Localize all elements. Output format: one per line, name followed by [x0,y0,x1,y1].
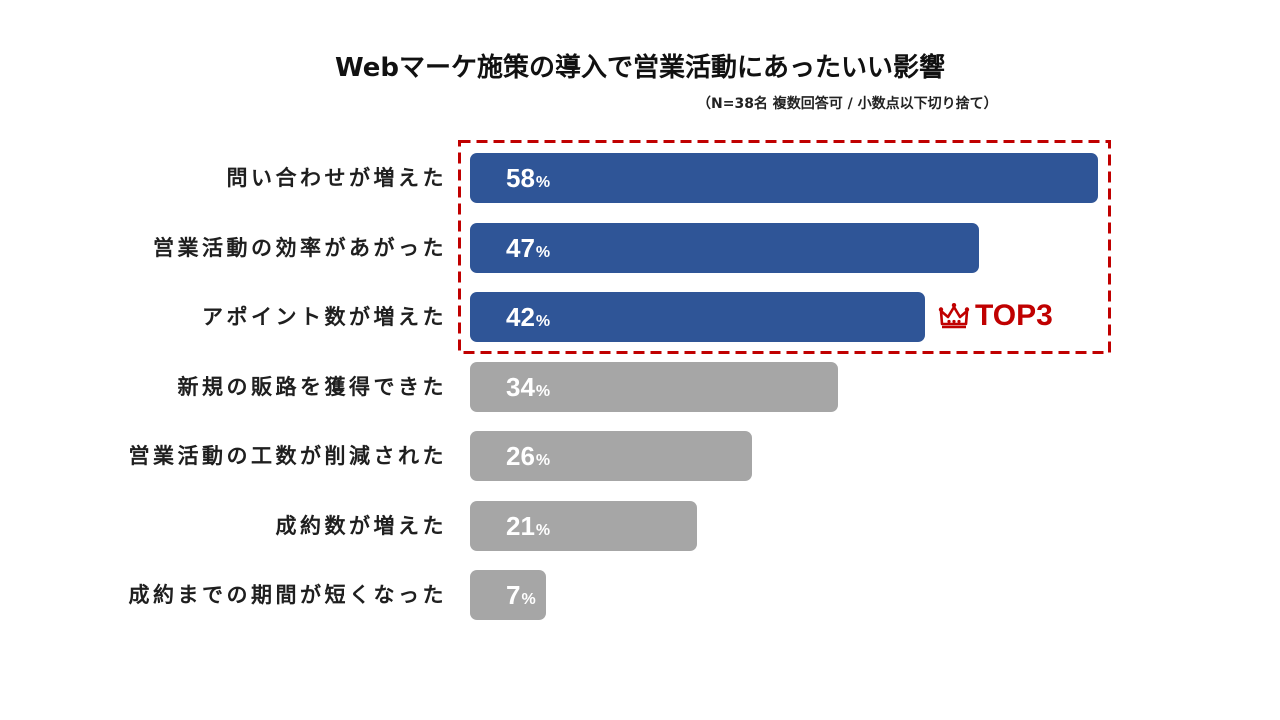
value-label: 21% [506,501,550,551]
value-unit: % [535,452,551,469]
value-unit: % [535,174,551,191]
category-label: 営業活動の効率があがった [153,235,447,260]
value-number: 58 [506,163,535,193]
category-label: 成約までの期間が短くなった [128,583,447,607]
value-unit: % [521,591,536,608]
bar [470,153,1098,203]
value-label: 42% [506,292,550,342]
value-number: 47 [506,232,535,263]
value-label: 58% [506,153,550,203]
value-label: 34% [506,362,550,412]
category-label: 新規の販路を獲得できた [177,374,447,399]
bar [470,570,546,620]
value-number: 34 [506,371,535,402]
crown-icon [938,302,970,330]
value-label: 7% [506,570,536,620]
value-number: 7 [506,580,521,610]
value-number: 26 [506,441,535,471]
category-label: 成約数が増えた [275,513,447,538]
value-number: 21 [506,510,535,541]
bar [470,500,698,551]
value-unit: % [535,382,551,400]
category-label: 営業活動の工数が削減された [128,444,447,468]
value-number: 42 [506,302,535,332]
category-label: 問い合わせが増えた [226,166,447,190]
chart-subtitle: （N=38名 複数回答可 / 小数点以下切り捨て） [697,96,998,112]
bar [470,431,752,481]
value-unit: % [535,521,551,539]
top3-badge: TOP3 [938,297,1053,335]
category-label: アポイント数が増えた [202,305,447,329]
value-unit: % [535,313,551,330]
value-label: 26% [506,431,550,481]
value-unit: % [535,243,551,261]
chart-title: Webマーケ施策の導入で営業活動にあったいい影響 [335,53,945,83]
top3-label: TOP3 [975,299,1053,332]
bar [470,361,839,412]
value-label: 47% [506,223,550,273]
